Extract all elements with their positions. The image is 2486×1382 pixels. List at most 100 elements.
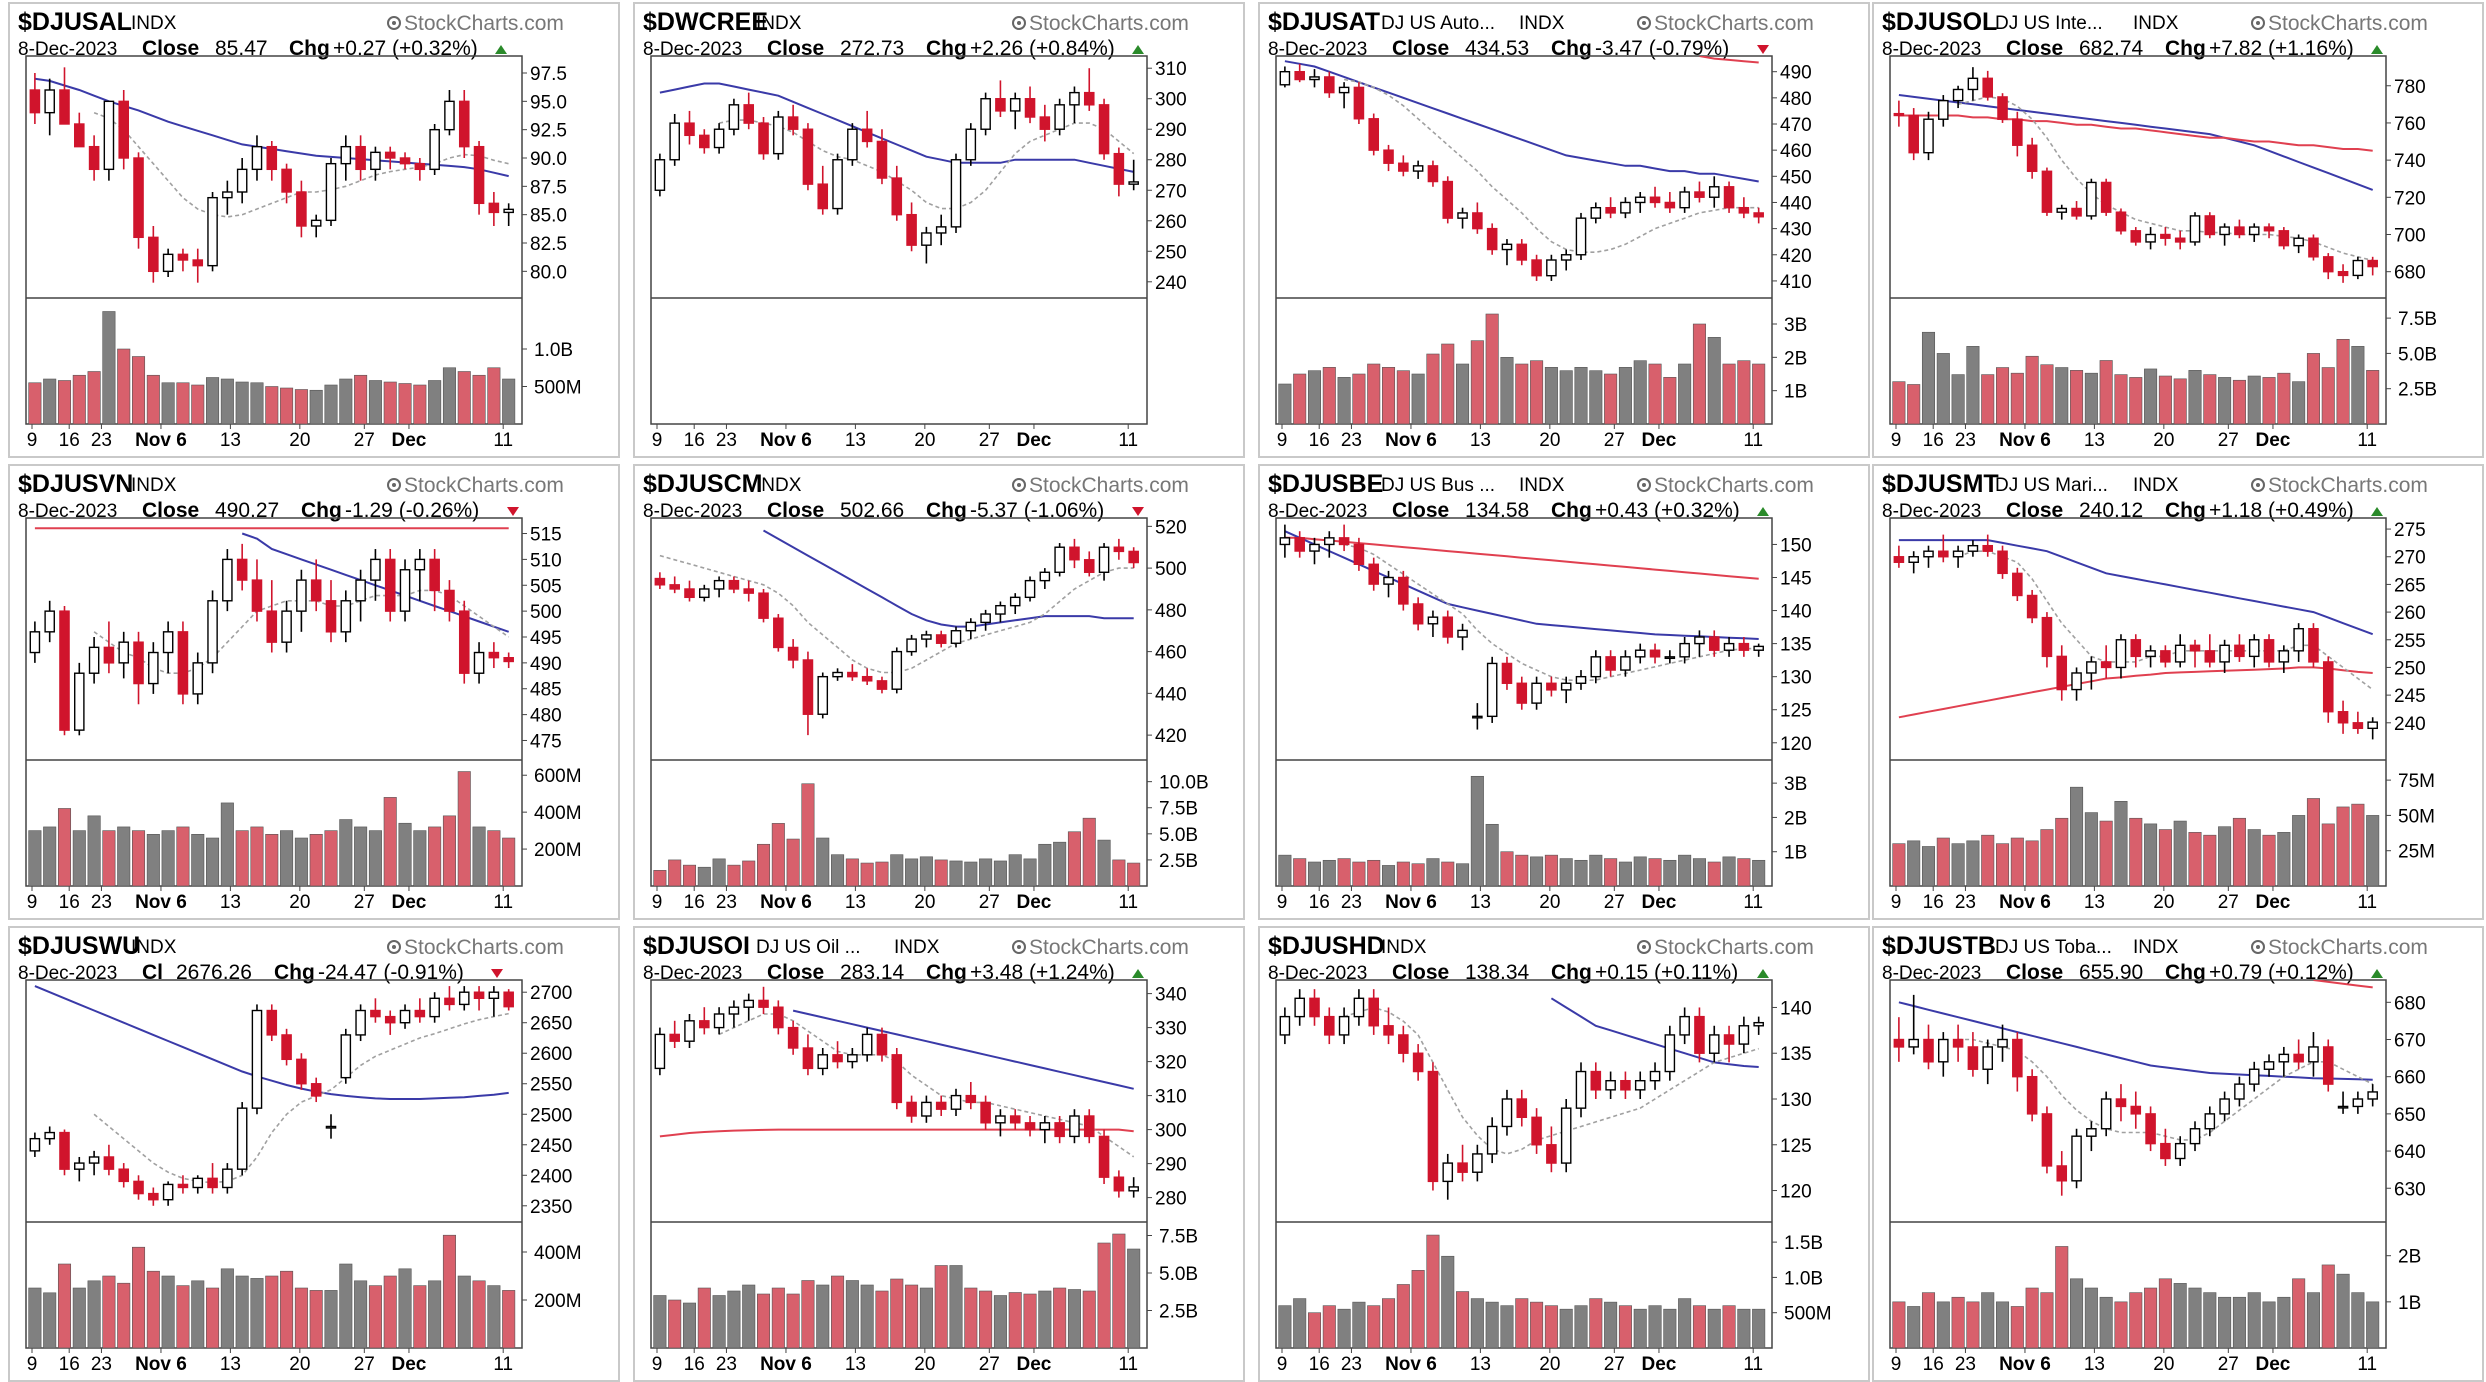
candle: [743, 92, 755, 130]
candle-body: [1472, 212, 1483, 230]
chart-panel-djusvn[interactable]: $DJUSVN INDX StockCharts.com 8-Dec-2023 Clos…: [8, 464, 620, 920]
chart-panel-djusoi[interactable]: $DJUSOI DJ US Oil ... INDX StockCharts.com 8…: [633, 926, 1245, 1382]
date-tick-label: 11: [493, 892, 513, 913]
candle: [787, 1020, 799, 1055]
candle-body: [2352, 259, 2364, 277]
candle: [74, 1156, 85, 1182]
volume-bar: [979, 858, 993, 887]
volume-bar: [1112, 859, 1126, 887]
candle-body: [861, 675, 873, 682]
price-tick-label: 2350: [530, 1197, 572, 1218]
price-tick-label: 780: [2394, 77, 2426, 98]
candle: [1738, 1016, 1750, 1054]
price-tick-label: 490: [1780, 63, 1812, 84]
candle-body: [1575, 217, 1587, 256]
volume-bars: [1892, 786, 2380, 887]
candle-body: [236, 168, 248, 193]
candle-body: [2174, 644, 2186, 663]
chart-panel-djuswu[interactable]: $DJUSWU INDX StockCharts.com 8-Dec-2023 Cl 26…: [8, 926, 620, 1382]
moving-average-line: [1898, 114, 2373, 152]
volume-bar: [2203, 374, 2217, 425]
candle-body: [133, 1180, 144, 1195]
volume-bar: [1382, 865, 1396, 887]
candle-body: [876, 680, 888, 690]
volume-bar: [502, 378, 516, 425]
price-tick-label: 145: [1780, 569, 1812, 590]
candle-body: [935, 634, 947, 644]
candle: [414, 998, 426, 1023]
candle-body: [222, 558, 233, 602]
date-label: 8-Dec-2023: [1268, 39, 1367, 60]
up-triangle-icon: [2371, 45, 2383, 54]
chart-panel-dwcree[interactable]: $DWCREE INDX StockCharts.com 8-Dec-2023 Clos…: [633, 2, 1245, 458]
candle: [654, 153, 666, 197]
candle: [1113, 147, 1125, 197]
chart-panel-djusat[interactable]: $DJUSAT DJ US Auto... INDX StockCharts.com 8…: [1258, 2, 1870, 458]
candle: [2308, 623, 2319, 668]
date-tick-label: Dec: [1642, 1354, 1677, 1375]
volume-tick-label: 2.5B: [1159, 851, 1198, 872]
volume-bar: [1559, 1308, 1573, 1349]
date-tick-label: 11: [1118, 1354, 1138, 1375]
chart-panel-djusbe[interactable]: $DJUSBE DJ US Bus ... INDX StockCharts.com 8…: [1258, 464, 1870, 920]
candle-body: [192, 1177, 204, 1189]
chart-panel-djusal[interactable]: $DJUSAL INDX StockCharts.com 8-Dec-2023 Clos…: [8, 2, 620, 458]
candle: [1575, 1062, 1587, 1118]
price-tick-label: 140: [1780, 602, 1812, 623]
date-tick-label: 23: [716, 430, 737, 451]
moving-average-line: [659, 554, 1134, 674]
candle-body: [1338, 1015, 1350, 1036]
market-label: INDX: [2133, 13, 2179, 34]
close-label: Close: [1392, 37, 1449, 60]
volume-bar: [697, 1287, 711, 1349]
candle: [1546, 254, 1557, 281]
volume-bar: [1544, 367, 1558, 425]
candle-body: [1590, 206, 1602, 219]
chart-panel-djusmt[interactable]: $DJUSMT DJ US Mari... INDX StockCharts.com 8…: [1872, 464, 2484, 920]
candle-body: [1982, 544, 1994, 552]
volume-tick-label: 25M: [2398, 842, 2435, 863]
price-tick-label: 280: [1155, 1189, 1187, 1210]
candle-body: [1427, 1070, 1439, 1183]
candle-body: [2086, 1128, 2097, 1137]
candle: [2174, 230, 2186, 250]
volume-bar: [1981, 834, 1995, 887]
volume-bar: [1966, 1301, 1980, 1349]
candle-body: [1294, 997, 1305, 1018]
volume-bar: [2173, 820, 2187, 887]
chg-value: +1.18 (+0.49%): [2209, 499, 2354, 522]
candle: [370, 998, 381, 1023]
candle-body: [148, 236, 159, 273]
candle-body: [773, 617, 784, 649]
chart-panel-djushd[interactable]: $DJUSHD INDX StockCharts.com 8-Dec-2023 Clos…: [1258, 926, 1870, 1382]
date-tick-label: Dec: [2256, 430, 2291, 451]
candle: [2174, 634, 2186, 668]
up-triangle-icon: [2371, 969, 2383, 978]
chart-panel-djustb[interactable]: $DJUSTB DJ US Toba... INDX StockCharts.com 8…: [1872, 926, 2484, 1382]
candle: [88, 1150, 100, 1176]
date-tick-label: 9: [1277, 430, 1288, 451]
candle: [876, 1027, 888, 1062]
chart-panel-djusol[interactable]: $DJUSOL DJ US Inte... INDX StockCharts.com 8…: [1872, 2, 2484, 458]
candle-body: [1738, 206, 1750, 214]
candle: [325, 1114, 337, 1139]
candle-body: [1908, 556, 1919, 563]
candle-body: [2204, 215, 2216, 236]
candle-body: [29, 89, 41, 114]
date-label: 8-Dec-2023: [18, 963, 117, 984]
candle-body: [728, 579, 740, 590]
candle: [2086, 656, 2097, 690]
candle: [1516, 676, 1528, 710]
candle: [1738, 197, 1750, 219]
candle: [236, 158, 248, 204]
candle: [1649, 186, 1661, 208]
volume-bar: [2010, 1306, 2024, 1349]
date-tick-label: 11: [2357, 892, 2377, 913]
candle: [2115, 208, 2127, 235]
candle-body: [2352, 1098, 2364, 1108]
volume-bar: [860, 862, 874, 887]
chart-panel-djuscm[interactable]: $DJUSCM INDX StockCharts.com 8-Dec-2023 Clos…: [633, 464, 1245, 920]
date-tick-label: 16: [684, 892, 705, 913]
